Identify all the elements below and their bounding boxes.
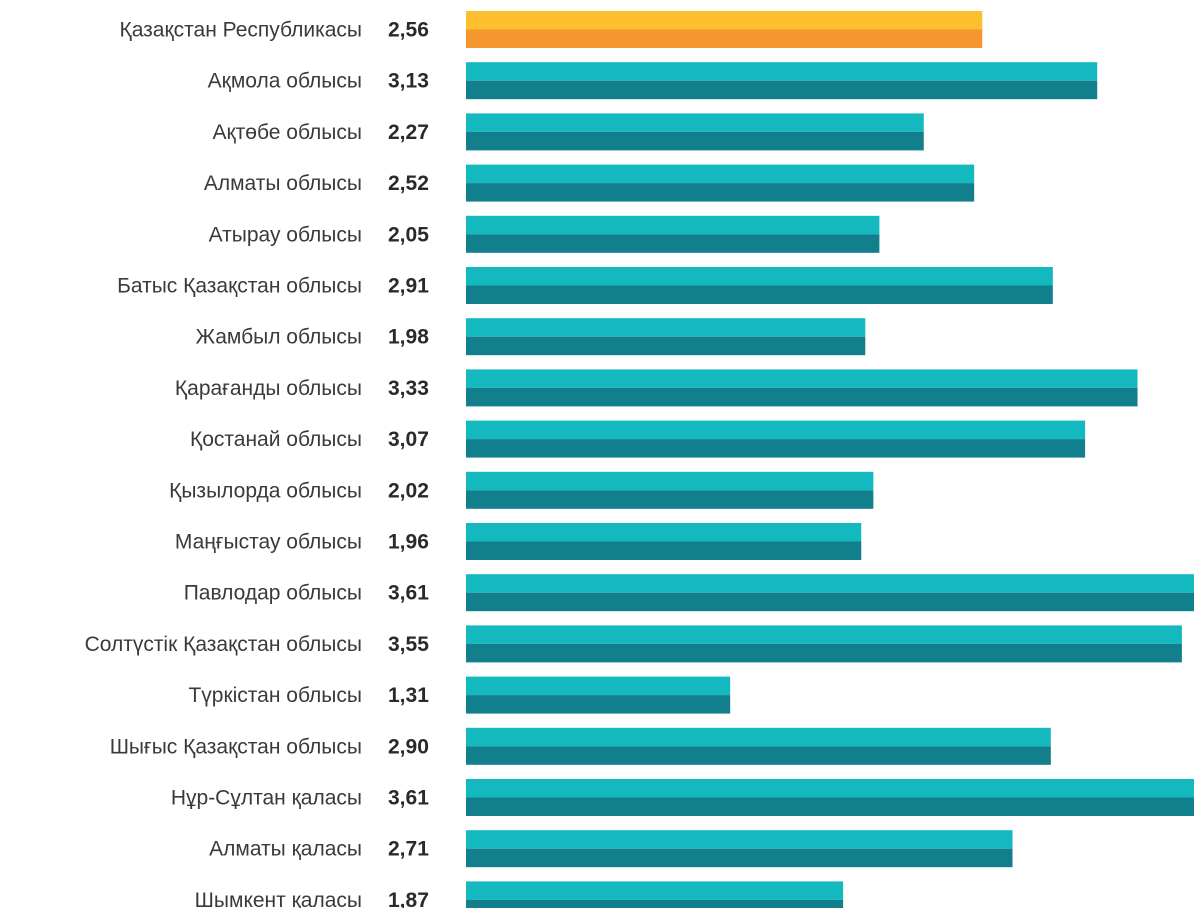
value-label: 1,31: [388, 684, 429, 707]
bar-row: Алматы қаласы 2,71: [209, 830, 1013, 868]
bar-row: Қарағанды облысы 3,33: [175, 369, 1138, 407]
category-label: Шымкент қаласы: [195, 889, 362, 908]
bar-row: Маңғыстау облысы 1,96: [175, 523, 862, 560]
category-label: Жамбыл облысы: [196, 326, 362, 349]
bar-lower: [466, 183, 975, 202]
value-label: 2,90: [388, 735, 429, 758]
value-label: 3,07: [388, 428, 429, 451]
bar-upper: [466, 727, 1051, 747]
value-label: 3,55: [388, 633, 429, 656]
bar-row: Ақмола облысы 3,13: [208, 62, 1098, 100]
bar-lower: [466, 797, 1194, 816]
category-label: Алматы қаласы: [209, 838, 362, 861]
bar-upper: [466, 574, 1194, 593]
category-label: Түркістан облысы: [188, 684, 362, 707]
value-label: 1,98: [388, 326, 429, 349]
category-label: Нұр-Сұлтан қаласы: [171, 787, 362, 810]
bar-upper: [466, 625, 1182, 644]
bar-row: Жамбыл облысы 1,98: [196, 318, 866, 356]
bar-lower: [466, 643, 1182, 663]
bar-lower: [466, 80, 1098, 100]
category-label: Қарағанды облысы: [175, 377, 362, 400]
category-label: Қостанай облысы: [190, 428, 362, 451]
bar-upper: [466, 267, 1053, 286]
category-label: Атырау облысы: [209, 223, 362, 246]
value-label: 2,05: [388, 223, 429, 246]
bar-row: Нұр-Сұлтан қаласы 3,61: [171, 779, 1194, 816]
category-label: Павлодар облысы: [184, 582, 362, 605]
bar-row: Қызылорда облысы 2,02: [169, 471, 874, 509]
bar-row: Қостанай облысы 3,07: [190, 420, 1086, 458]
category-label: Шығыс Қазақстан облысы: [110, 735, 362, 758]
bar-row: Батыс Қазақстан облысы 2,91: [117, 267, 1053, 304]
value-label: 2,02: [388, 479, 429, 502]
bar-upper: [466, 523, 862, 542]
bar-lower: [466, 285, 1053, 304]
bar-lower: [466, 234, 880, 253]
bar-lower: [466, 592, 1194, 612]
bar-lower: [466, 746, 1051, 765]
bar-row: Қазақстан Республикасы 2,56: [119, 11, 983, 48]
bar-lower: [466, 336, 866, 356]
bar-row: Ақтөбе облысы 2,27: [212, 113, 924, 151]
bar-lower: [466, 490, 874, 509]
bar-lower: [466, 541, 862, 560]
value-label: 2,56: [388, 19, 429, 42]
bar-lower: [466, 387, 1138, 407]
bar-lower: [466, 29, 983, 48]
bar-row: Павлодар облысы 3,61: [184, 574, 1194, 612]
bar-upper: [466, 62, 1098, 81]
category-label: Қазақстан Республикасы: [119, 19, 362, 42]
category-label: Қызылорда облысы: [169, 479, 362, 502]
value-label: 3,61: [388, 582, 429, 605]
bar-upper: [466, 830, 1013, 849]
bar-upper: [466, 164, 975, 184]
value-label: 3,13: [388, 70, 429, 93]
value-label: 2,71: [388, 838, 429, 861]
value-label: 1,96: [388, 531, 429, 554]
bar-row: Түркістан облысы 1,31: [188, 676, 731, 714]
bar-upper: [466, 369, 1138, 388]
bar-row: Шымкент қаласы 1,87: [195, 881, 844, 908]
category-label: Алматы облысы: [204, 172, 362, 195]
bar-upper: [466, 676, 731, 696]
bar-upper: [466, 420, 1086, 440]
value-label: 2,27: [388, 121, 429, 144]
bar-lower: [466, 695, 731, 714]
category-label: Батыс Қазақстан облысы: [117, 275, 362, 298]
category-label: Ақмола облысы: [208, 70, 362, 93]
bar-upper: [466, 471, 874, 491]
bar-upper: [466, 215, 880, 235]
value-label: 2,91: [388, 275, 429, 298]
bar-upper: [466, 881, 844, 900]
bar-upper: [466, 113, 924, 132]
bar-row: Солтүстік Қазақстан облысы 3,55: [85, 625, 1182, 663]
value-label: 1,87: [388, 889, 429, 908]
bar-upper: [466, 779, 1194, 798]
category-label: Ақтөбе облысы: [212, 121, 362, 144]
bar-lower: [466, 439, 1086, 458]
bar-lower: [466, 131, 924, 151]
bar-row: Шығыс Қазақстан облысы 2,90: [110, 727, 1051, 765]
value-label: 3,33: [388, 377, 429, 400]
category-label: Маңғыстау облысы: [175, 531, 362, 554]
value-label: 3,61: [388, 787, 429, 810]
bar-row: Алматы облысы 2,52: [204, 164, 975, 202]
bar-row: Атырау облысы 2,05: [209, 215, 880, 253]
bar-upper: [466, 318, 866, 337]
value-label: 2,52: [388, 172, 429, 195]
bar-lower: [466, 899, 844, 908]
category-label: Солтүстік Қазақстан облысы: [85, 633, 362, 656]
bar-lower: [466, 848, 1013, 868]
bar-upper: [466, 11, 983, 30]
